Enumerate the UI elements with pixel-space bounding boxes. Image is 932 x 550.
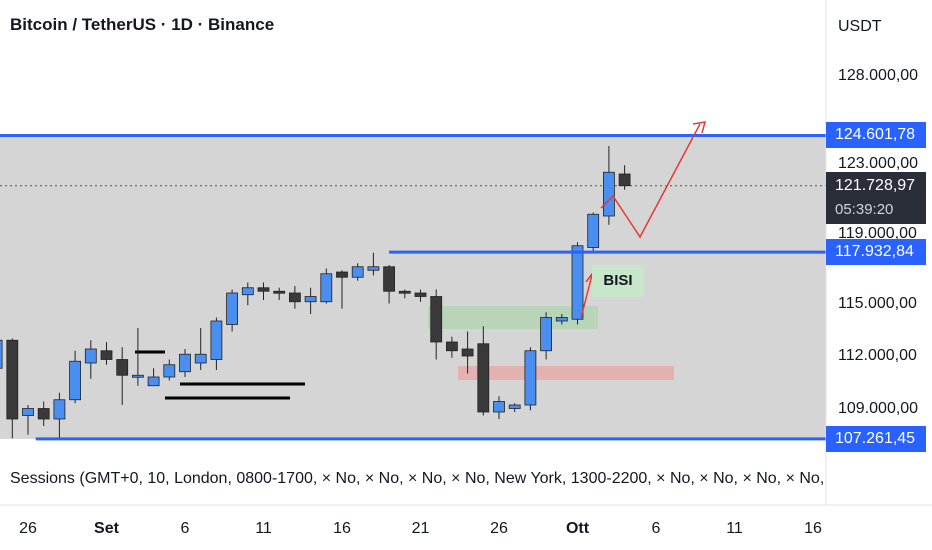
candle (555, 317, 568, 322)
candle (6, 339, 19, 420)
candle (116, 359, 129, 376)
x-tick-label: 21 (411, 520, 430, 537)
candle (226, 292, 239, 325)
level-price-tag: 124.601,78 (826, 122, 926, 149)
level-price-tag: 117.932,84 (826, 239, 926, 266)
currency-label[interactable]: USDT (838, 18, 882, 35)
level-price-tag: 107.261,45 (826, 425, 926, 452)
candle (288, 292, 301, 303)
bisi-arrow (580, 274, 593, 319)
candle (84, 348, 97, 364)
y-tick-label: 123.000,00 (838, 154, 919, 172)
candle (320, 273, 333, 303)
candle (257, 287, 270, 292)
x-tick-label: Set (94, 520, 119, 537)
candle (37, 408, 50, 420)
imbalance-zone (458, 366, 674, 380)
candle (493, 401, 505, 413)
last-price-value: 121.728,97 (835, 176, 916, 194)
candle (414, 292, 427, 297)
x-tick-label: 16 (804, 520, 822, 537)
candle (524, 350, 537, 406)
y-tick-label: 119.000,00 (838, 224, 917, 242)
candle (351, 266, 364, 278)
candle (100, 350, 113, 360)
candle (430, 296, 443, 343)
candle (131, 374, 144, 378)
last-price-tag: 121.728,97 05:39:20 (826, 171, 926, 224)
bar-countdown: 05:39:20 (835, 200, 894, 218)
candle (571, 245, 584, 320)
bisi-label: BISI (592, 265, 644, 297)
y-tick-label: 115.000,00 (838, 294, 917, 312)
x-tick-label: 16 (333, 520, 351, 537)
x-tick-label: 11 (726, 520, 743, 537)
x-tick-label: 6 (651, 520, 661, 537)
candle (587, 213, 600, 248)
candle (445, 341, 458, 352)
indicator-status-line[interactable]: Sessions (GMT+0, 10, London, 0800-1700, … (10, 470, 828, 487)
candle (22, 408, 34, 416)
x-tick-label: 11 (255, 520, 272, 537)
y-tick-label: 109.000,00 (838, 399, 919, 417)
candle (603, 171, 615, 217)
candle (0, 339, 3, 369)
symbol-title: Bitcoin / TetherUS · 1D · Binance (10, 15, 275, 34)
candle (194, 353, 207, 364)
candle (383, 266, 396, 292)
candle (618, 173, 631, 187)
y-tick-label: 128.000,00 (838, 67, 919, 84)
x-tick-label: 26 (490, 520, 508, 537)
candle (273, 290, 286, 294)
projection-arrow (600, 123, 701, 239)
candle (210, 320, 223, 360)
range-zone (0, 135, 826, 439)
candle (179, 353, 191, 373)
candle (540, 317, 552, 352)
candle (241, 287, 254, 296)
candle (336, 271, 348, 278)
candle (163, 364, 176, 378)
candle (53, 399, 66, 420)
x-tick-label: Ott (565, 520, 590, 537)
x-tick-label: 6 (180, 520, 190, 537)
x-tick-label: 26 (19, 520, 37, 537)
candle (147, 376, 160, 387)
candle (304, 296, 317, 303)
candle (461, 348, 474, 357)
candle (398, 290, 411, 294)
arrow-head (692, 121, 707, 134)
candle (367, 266, 380, 271)
candle (69, 360, 81, 401)
y-tick-label: 112.000,00 (838, 347, 917, 364)
candle (508, 404, 521, 409)
demand-zone (428, 306, 598, 329)
candle (477, 343, 490, 413)
